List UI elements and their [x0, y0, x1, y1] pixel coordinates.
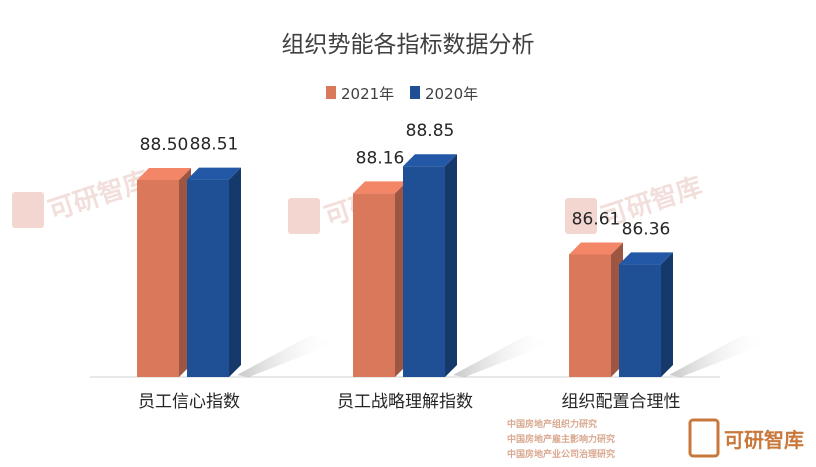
bar-front-1-2 — [619, 264, 661, 377]
value-label-0-1: 88.16 — [356, 148, 405, 168]
legend: 2021年 2020年 — [326, 85, 478, 103]
bar-shadow-0 — [237, 335, 336, 377]
legend-swatch-2020 — [410, 86, 420, 99]
footer-logo-icon — [690, 420, 718, 456]
legend-label-2020: 2020年 — [425, 85, 478, 103]
value-label-0-0: 88.50 — [140, 135, 189, 155]
chart-title: 组织势能各指标数据分析 — [282, 32, 535, 58]
value-label-1-2: 86.36 — [622, 219, 671, 239]
category-label-2: 组织配置合理性 — [562, 392, 681, 412]
bar-1-0 — [187, 168, 241, 377]
bar-front-1-1 — [403, 166, 445, 377]
bar-shadow-1 — [453, 335, 552, 377]
legend-swatch-2021 — [326, 86, 336, 99]
value-label-1-1: 88.85 — [406, 121, 455, 141]
bar-1-2 — [619, 252, 673, 377]
watermark-logo-left: 可研智库 — [12, 166, 153, 228]
value-label-0-2: 86.61 — [572, 209, 621, 229]
bar-0-2 — [569, 242, 623, 377]
bar-front-0-1 — [353, 193, 395, 377]
bar-side-1-1 — [445, 154, 457, 377]
footer-line-2: 中国房地产雇主影响力研究 — [507, 433, 615, 445]
bar-0-0 — [137, 168, 191, 377]
watermark-text-left: 可研智库 — [45, 166, 153, 227]
footer-line-1: 中国房地产组织力研究 — [507, 418, 597, 430]
bar-front-0-2 — [569, 254, 611, 377]
bar-front-1-0 — [187, 180, 229, 377]
bar-0-1 — [353, 181, 407, 377]
bar-front-0-0 — [137, 180, 179, 377]
footer-brand: 中国房地产组织力研究 中国房地产雇主影响力研究 中国房地产业公司治理研究 可研智… — [507, 418, 804, 460]
bar-shadow-2 — [669, 335, 768, 377]
value-label-1-0: 88.51 — [190, 135, 239, 155]
bar-side-1-2 — [661, 252, 673, 377]
bar-1-1 — [403, 154, 457, 377]
footer-line-3: 中国房地产业公司治理研究 — [507, 448, 615, 460]
bar-side-1-0 — [229, 168, 241, 377]
footer-brand-text: 可研智库 — [724, 428, 804, 452]
legend-label-2021: 2021年 — [341, 85, 394, 103]
category-label-1: 员工战略理解指数 — [337, 392, 473, 412]
category-label-0: 员工信心指数 — [138, 392, 240, 412]
